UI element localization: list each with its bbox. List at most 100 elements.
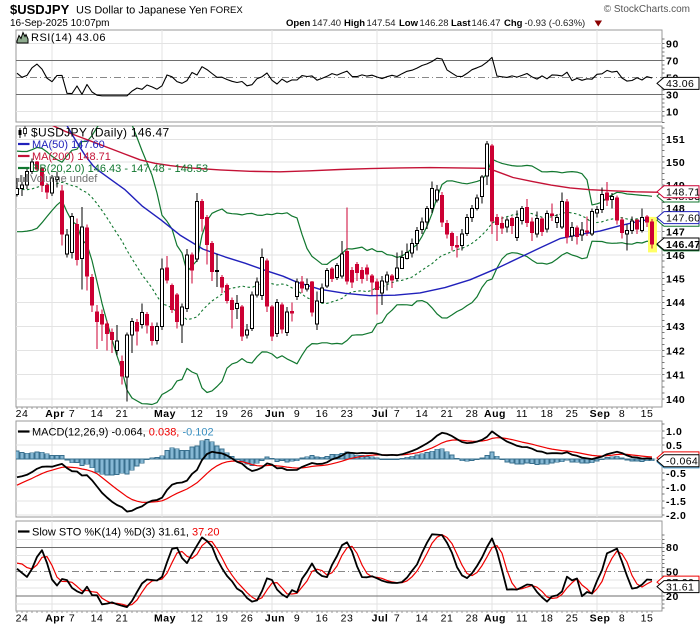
svg-text:147: 147	[666, 226, 685, 238]
svg-text:16: 16	[316, 408, 329, 420]
svg-text:Slow STO %K(14) %D(3) 31.61, 3: Slow STO %K(14) %D(3) 31.61, 37.20	[32, 527, 220, 539]
svg-text:7: 7	[69, 408, 75, 420]
svg-text:BB(20,2.0) 146.43 - 147.48 - 1: BB(20,2.0) 146.43 - 147.48 - 148.53	[32, 163, 208, 175]
svg-text:May: May	[154, 408, 176, 420]
svg-text:Low: Low	[399, 18, 419, 29]
svg-text:28: 28	[466, 408, 479, 420]
svg-text:-0.064: -0.064	[666, 456, 698, 468]
svg-text:151: 151	[666, 134, 685, 146]
svg-text:143: 143	[666, 321, 685, 333]
svg-text:142: 142	[666, 345, 685, 357]
svg-text:147.40: 147.40	[312, 18, 341, 29]
svg-text:144: 144	[666, 297, 685, 309]
svg-text:FOREX: FOREX	[210, 5, 243, 16]
svg-text:50: 50	[666, 567, 679, 579]
svg-text:150: 150	[666, 157, 685, 169]
svg-text:14: 14	[416, 613, 429, 625]
svg-text:21: 21	[441, 408, 454, 420]
svg-text:11: 11	[516, 408, 528, 420]
svg-text:10: 10	[666, 106, 679, 118]
svg-text:80: 80	[666, 542, 679, 554]
svg-text:7: 7	[394, 613, 400, 625]
svg-text:Sep: Sep	[590, 613, 611, 625]
svg-text:145: 145	[666, 273, 685, 285]
svg-text:8: 8	[619, 408, 625, 420]
svg-text:-1.5: -1.5	[666, 496, 687, 508]
svg-text:© StockCharts.com: © StockCharts.com	[604, 4, 690, 15]
svg-text:Volume undef: Volume undef	[30, 173, 98, 185]
svg-text:146: 146	[666, 250, 685, 262]
svg-text:Open: Open	[286, 18, 310, 29]
svg-text:148.71: 148.71	[666, 187, 700, 199]
svg-text:0.5: 0.5	[666, 440, 682, 452]
svg-text:1.0: 1.0	[666, 426, 682, 438]
svg-text:Jun: Jun	[265, 613, 285, 625]
svg-text:16-Sep-2025 10:07pm: 16-Sep-2025 10:07pm	[10, 18, 110, 29]
svg-text:14: 14	[416, 408, 429, 420]
svg-text:Apr: Apr	[45, 408, 65, 420]
svg-text:146.47: 146.47	[472, 18, 501, 29]
svg-text:146.47: 146.47	[666, 239, 700, 251]
svg-text:MA(200) 148.71: MA(200) 148.71	[32, 151, 111, 163]
svg-text:19: 19	[216, 613, 229, 625]
svg-text:Jul: Jul	[372, 613, 389, 625]
svg-text:Jun: Jun	[265, 408, 285, 420]
svg-text:30: 30	[666, 89, 679, 101]
svg-text:70: 70	[666, 55, 679, 67]
svg-text:12: 12	[191, 408, 204, 420]
svg-text:Apr: Apr	[45, 613, 65, 625]
svg-text:15: 15	[641, 613, 654, 625]
svg-text:$USDJPY (Daily) 146.47: $USDJPY (Daily) 146.47	[31, 126, 169, 140]
svg-text:147.60: 147.60	[666, 212, 700, 224]
svg-text:-2.0: -2.0	[666, 510, 687, 522]
svg-text:18: 18	[541, 613, 554, 625]
svg-text:RSI(14) 43.06: RSI(14) 43.06	[31, 32, 106, 44]
svg-text:15: 15	[641, 408, 654, 420]
svg-text:18: 18	[541, 408, 554, 420]
svg-text:7: 7	[69, 613, 75, 625]
svg-text:16: 16	[316, 613, 329, 625]
svg-text:21: 21	[116, 613, 129, 625]
svg-text:Sep: Sep	[590, 408, 611, 420]
svg-text:146.28: 146.28	[420, 18, 449, 29]
svg-text:141: 141	[666, 370, 685, 382]
svg-text:MA(50) 147.60: MA(50) 147.60	[32, 139, 105, 151]
svg-text:US Dollar to Japanese Yen: US Dollar to Japanese Yen	[76, 5, 207, 17]
svg-text:Aug: Aug	[484, 613, 506, 625]
svg-text:Jul: Jul	[372, 408, 389, 420]
svg-text:$USDJPY: $USDJPY	[10, 2, 70, 17]
svg-text:28: 28	[466, 613, 479, 625]
svg-text:High: High	[344, 18, 365, 29]
svg-text:Chg: Chg	[504, 18, 523, 29]
svg-text:May: May	[154, 613, 176, 625]
svg-text:7: 7	[394, 408, 400, 420]
svg-text:-1.0: -1.0	[666, 482, 687, 494]
svg-text:MACD(12,26,9) -0.064, 0.038, -: MACD(12,26,9) -0.064, 0.038, -0.102	[32, 427, 214, 439]
svg-text:25: 25	[566, 408, 579, 420]
svg-text:24: 24	[16, 408, 29, 420]
svg-text:9: 9	[294, 613, 300, 625]
svg-text:147.54: 147.54	[367, 18, 396, 29]
svg-text:11: 11	[516, 613, 528, 625]
svg-text:14: 14	[91, 613, 104, 625]
svg-text:31.61: 31.61	[666, 581, 694, 593]
svg-text:90: 90	[666, 38, 679, 50]
svg-text:140: 140	[666, 394, 685, 406]
svg-text:43.06: 43.06	[666, 78, 694, 90]
svg-text:23: 23	[341, 408, 354, 420]
svg-text:19: 19	[216, 408, 229, 420]
svg-text:8: 8	[619, 613, 625, 625]
svg-text:21: 21	[116, 408, 129, 420]
svg-text:25: 25	[566, 613, 579, 625]
svg-text:-0.5: -0.5	[666, 468, 687, 480]
svg-text:12: 12	[191, 613, 204, 625]
svg-text:21: 21	[441, 613, 454, 625]
svg-text:20: 20	[666, 591, 679, 603]
svg-text:24: 24	[16, 613, 29, 625]
svg-text:-0.93 (-0.63%): -0.93 (-0.63%)	[525, 18, 586, 29]
svg-text:14: 14	[91, 408, 104, 420]
svg-text:Aug: Aug	[484, 408, 506, 420]
svg-text:9: 9	[294, 408, 300, 420]
svg-text:23: 23	[341, 613, 354, 625]
svg-text:26: 26	[241, 613, 254, 625]
